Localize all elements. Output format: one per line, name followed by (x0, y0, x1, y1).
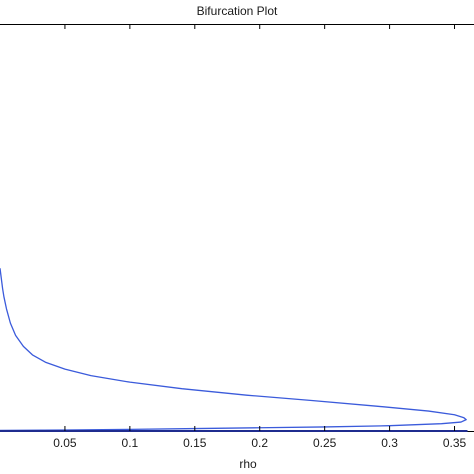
x-axis-label: rho (239, 457, 257, 471)
x-tick-label: 0.25 (313, 436, 337, 450)
x-tick-label: 0.35 (443, 436, 467, 450)
x-tick-label: 0.1 (122, 436, 139, 450)
chart-title: Bifurcation Plot (197, 4, 278, 18)
x-tick-label: 0.05 (53, 436, 77, 450)
x-tick-label: 0.3 (381, 436, 398, 450)
series-line-1 (0, 268, 467, 432)
tick-layer: 0.05 0.1 0.15 0.2 0.25 0.3 0.35 (53, 24, 467, 450)
x-tick-label: 0.2 (251, 436, 268, 450)
x-tick-label: 0.15 (183, 436, 207, 450)
series-layer (0, 268, 468, 432)
